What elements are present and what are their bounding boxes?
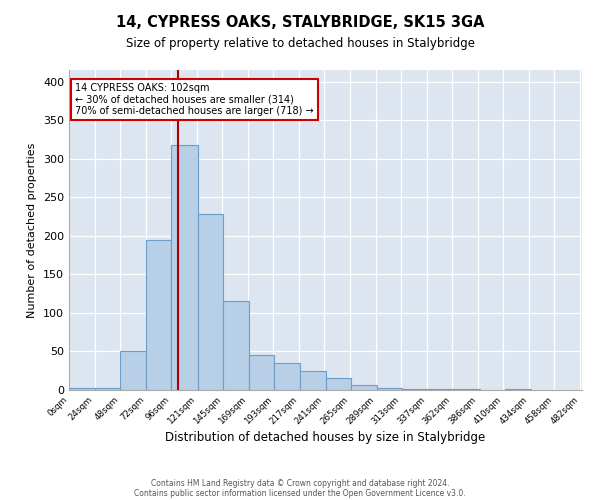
Bar: [428, 389, 454, 390]
Bar: [454, 389, 480, 390]
Y-axis label: Number of detached properties: Number of detached properties: [28, 142, 37, 318]
Text: Size of property relative to detached houses in Stalybridge: Size of property relative to detached ho…: [125, 38, 475, 51]
Bar: [249, 354, 274, 390]
Text: Contains public sector information licensed under the Open Government Licence v3: Contains public sector information licen…: [134, 488, 466, 498]
Bar: [146, 240, 171, 390]
Text: Contains HM Land Registry data © Crown copyright and database right 2024.: Contains HM Land Registry data © Crown c…: [151, 478, 449, 488]
Text: 14 CYPRESS OAKS: 102sqm
← 30% of detached houses are smaller (314)
70% of semi-d: 14 CYPRESS OAKS: 102sqm ← 30% of detache…: [76, 83, 314, 116]
Bar: [198, 214, 223, 390]
Bar: [505, 389, 531, 390]
Bar: [351, 386, 377, 390]
Bar: [377, 388, 402, 390]
Bar: [300, 372, 325, 390]
Bar: [325, 378, 351, 390]
Bar: [95, 388, 120, 390]
Bar: [274, 363, 300, 390]
X-axis label: Distribution of detached houses by size in Stalybridge: Distribution of detached houses by size …: [166, 432, 485, 444]
Bar: [69, 388, 95, 390]
Bar: [223, 302, 249, 390]
Bar: [120, 350, 146, 390]
Text: 14, CYPRESS OAKS, STALYBRIDGE, SK15 3GA: 14, CYPRESS OAKS, STALYBRIDGE, SK15 3GA: [116, 15, 484, 30]
Bar: [402, 389, 428, 390]
Bar: [171, 145, 198, 390]
